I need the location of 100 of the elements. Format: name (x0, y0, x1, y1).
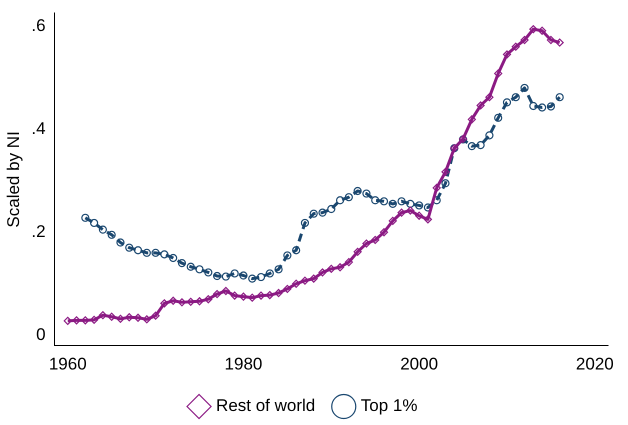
point (160, 250, 168, 258)
y-axis-title: Scaled by NI (4, 131, 23, 228)
x-tick-label: 2000 (400, 354, 438, 374)
point (529, 25, 538, 34)
point (292, 246, 300, 254)
point (502, 98, 512, 106)
point (292, 280, 300, 288)
y-tick-label: 0 (36, 324, 46, 344)
point (397, 197, 406, 206)
point (485, 131, 494, 140)
point (169, 296, 178, 305)
point (546, 36, 555, 44)
point (90, 316, 98, 324)
point (72, 316, 81, 324)
point (354, 248, 362, 256)
point (152, 312, 160, 320)
point (371, 236, 380, 244)
point (388, 216, 397, 225)
point (283, 284, 292, 294)
point (310, 274, 318, 283)
point (468, 142, 476, 150)
point (125, 244, 134, 252)
point (230, 269, 239, 278)
point (502, 50, 512, 59)
point (222, 286, 230, 296)
point (441, 168, 450, 176)
point (98, 226, 107, 234)
point (388, 200, 397, 208)
point (336, 263, 344, 272)
point (125, 313, 134, 322)
point (529, 102, 538, 110)
point (230, 292, 239, 300)
point (310, 210, 318, 218)
point (98, 311, 107, 320)
point (274, 265, 283, 274)
point (406, 206, 414, 215)
point (512, 42, 520, 51)
point (204, 268, 212, 277)
point (485, 93, 494, 102)
point (152, 248, 160, 257)
point (64, 316, 72, 325)
point (212, 290, 222, 298)
point (432, 184, 441, 192)
point (283, 251, 292, 260)
point (142, 248, 151, 257)
point (354, 186, 362, 196)
point (204, 295, 212, 304)
point (266, 269, 274, 278)
x-tick-label: 1980 (224, 354, 262, 374)
point (512, 93, 520, 102)
point (406, 200, 414, 208)
point (336, 196, 344, 204)
point (318, 268, 327, 277)
point (90, 218, 98, 228)
point (116, 314, 125, 323)
point (494, 69, 502, 78)
point (538, 103, 546, 112)
point (476, 101, 485, 110)
point (248, 294, 256, 302)
point (520, 36, 529, 44)
point (371, 196, 380, 204)
point (134, 246, 142, 254)
point (108, 230, 116, 239)
x-tick-label: 2020 (576, 354, 614, 374)
point (116, 238, 125, 247)
point (318, 208, 327, 217)
point (186, 298, 195, 306)
point (274, 288, 283, 298)
x-tick-label: 1960 (48, 354, 87, 374)
point (300, 276, 310, 285)
point (169, 254, 178, 262)
point (248, 274, 256, 283)
point (327, 204, 336, 214)
point (520, 84, 529, 92)
point (556, 93, 564, 102)
point (344, 258, 353, 266)
point (256, 272, 266, 282)
point (494, 114, 502, 122)
point (81, 316, 90, 324)
point (266, 290, 274, 300)
point (362, 189, 371, 198)
point (415, 212, 424, 220)
point (186, 262, 195, 271)
point (424, 215, 432, 224)
point (468, 115, 476, 124)
point (222, 272, 230, 281)
point (195, 265, 204, 274)
point (362, 239, 371, 248)
y-tick-label: .2 (31, 222, 46, 241)
point (239, 292, 248, 301)
legend-label: Top 1% (360, 396, 418, 416)
point (556, 38, 564, 47)
point (212, 272, 222, 280)
y-tick-label: .6 (31, 16, 46, 35)
point (380, 228, 388, 236)
point (380, 197, 388, 206)
point (546, 102, 555, 111)
point (300, 218, 310, 228)
point (108, 312, 116, 321)
point (538, 26, 546, 35)
